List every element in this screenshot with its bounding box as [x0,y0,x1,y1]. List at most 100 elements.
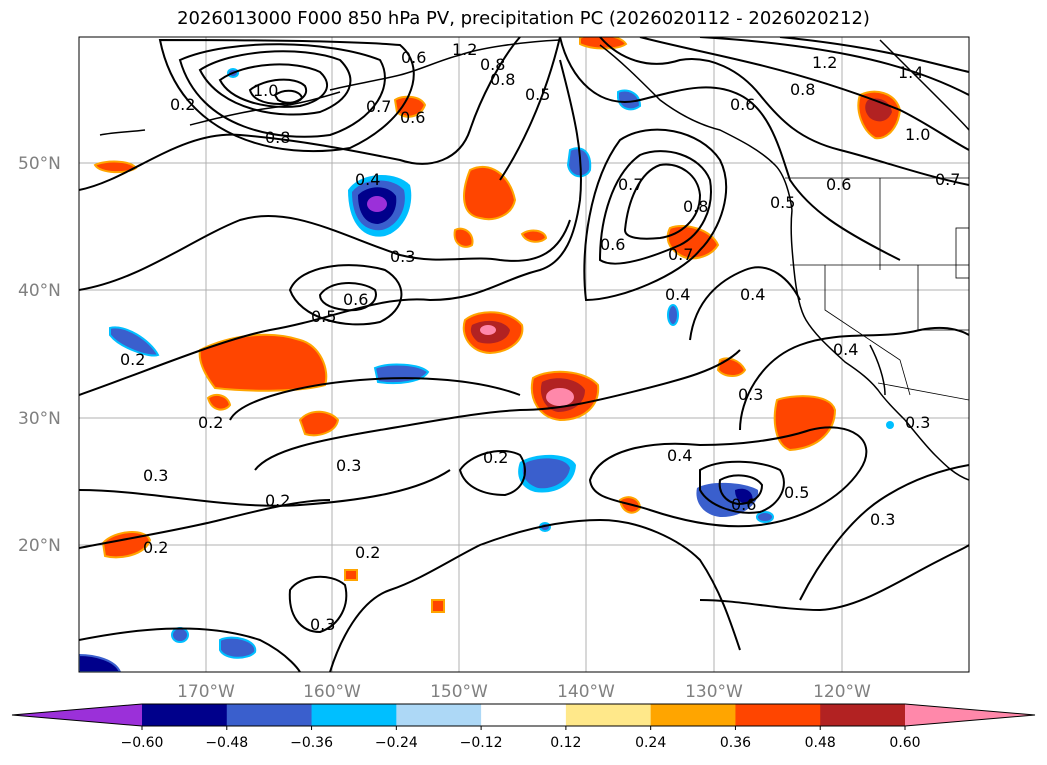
colorbar-extend-min [12,704,142,726]
colorbar-segment [142,704,228,726]
colorbar-tick-label: 0.12 [550,735,581,751]
colorbar-tick-label: 0.24 [635,735,666,751]
longitude-labels: 170°W 160°W 150°W 140°W 130°W 120°W [177,682,871,702]
contour-label: 0.2 [198,413,223,432]
colorbar-tick-label: 0.36 [720,735,751,751]
colorbar-segment [481,704,567,726]
contour-label: 0.6 [826,175,851,194]
contour-label: 0.8 [265,128,290,147]
contour-label: 0.2 [265,491,290,510]
contour-label: 0.6 [400,108,425,127]
contour-label: 0.2 [143,538,168,557]
latitude-labels: 50°N 40°N 30°N 20°N [18,154,61,556]
lon-label: 130°W [685,682,743,702]
precip-positive-area [579,37,628,50]
contour-label: 0.6 [600,235,625,254]
gridlines [79,37,969,672]
precip-positive-area [546,388,574,406]
precip-positive-area [206,393,232,411]
state-borders [785,177,969,401]
contour-label: 0.5 [311,307,336,326]
precip-negative-area [79,653,122,672]
contour-label: 0.4 [667,446,692,465]
contour-label: 1.2 [812,53,837,72]
precip-positive-area [101,531,152,559]
contour-label: 0.4 [355,170,380,189]
colorbar-tick-label: −0.60 [121,735,164,751]
contour-label: 0.5 [770,193,795,212]
contour-label: 0.5 [784,483,809,502]
precip-negative-area [109,326,160,357]
lon-label: 170°W [177,682,235,702]
contour-label: 0.3 [870,510,895,529]
colorbar-segment [735,704,821,726]
precip-negative-area [735,488,753,504]
lat-label: 20°N [18,536,61,556]
colorbar-segment [820,704,906,726]
colorbar-segment [226,704,313,726]
precip-positive-area [453,227,474,248]
precip-negative-area [367,196,387,212]
contour-labels: 1.2 1.4 1.0 0.8 0.2 0.5 0.6 0.7 0.8 1.0 … [120,40,960,634]
contour-label: 1.4 [898,63,923,82]
colorbar-segment [565,704,652,726]
lon-label: 140°W [557,682,615,702]
precip-positive-area [463,165,517,220]
contour-label: 0.4 [833,340,858,359]
contour-label: 0.8 [790,80,815,99]
colorbar-segment [311,704,397,726]
contour-label: 0.4 [665,285,690,304]
contour-label: 1.2 [452,40,477,59]
colorbar-extend-max [905,704,1035,726]
contour-label: 0.6 [731,495,756,514]
contour-label: 0.8 [480,55,505,74]
contour-label: 0.3 [336,456,361,475]
precip-negative-area [756,511,774,523]
contour-label: 0.3 [310,615,335,634]
precip-positive-area [480,325,496,335]
contour-label: 0.8 [683,197,708,216]
map-frame [78,36,970,673]
lon-label: 160°W [303,682,361,702]
lat-label: 50°N [18,154,61,174]
contour-label: 0.3 [738,385,763,404]
contour-label: 0.7 [366,97,391,116]
precip-negative-area [617,89,642,111]
colorbar-tick-label: −0.48 [205,735,248,751]
lat-label: 40°N [18,281,61,301]
lon-label: 120°W [813,682,871,702]
contour-label: 0.6 [401,48,426,67]
colorbar-tick-label: −0.24 [375,735,418,751]
precip-positive-area [431,599,445,613]
precip-positive-area [393,95,427,118]
colorbar: −0.60 −0.48 −0.36 −0.24 −0.12 0.12 0.24 0.36 0.4… [11,703,1036,751]
contour-label: 0.8 [490,70,515,89]
map-title: 2026013000 F000 850 hPa PV, precipitatio… [177,8,870,29]
precip-negative-area [886,421,894,429]
contour-label: 0.4 [740,285,765,304]
contour-label: 0.7 [935,170,960,189]
colorbar-segment [396,704,482,726]
precip-negative-area [522,458,570,489]
colorbar-tick-label: 0.48 [805,735,836,751]
contour-label: 0.2 [120,350,145,369]
precip-negative-area [171,627,189,643]
contour-label: 0.2 [170,95,195,114]
colorbar-segment [650,704,736,726]
contour-label: 0.2 [483,448,508,467]
colorbar-tick-label: 0.60 [889,735,920,751]
lat-label: 30°N [18,409,61,429]
precip-positive-area [298,410,340,437]
colorbar-tick-label: −0.12 [460,735,503,751]
contour-label: 1.0 [253,81,278,100]
contour-label: 1.0 [905,125,930,144]
precip-negative-area [219,636,257,659]
contour-label: 0.6 [730,95,755,114]
precip-positive-area [520,229,548,243]
contour-label: 0.7 [668,245,693,264]
precip-negative-area [667,304,679,326]
colorbar-tick-label: −0.36 [290,735,333,751]
contour-label: 0.7 [618,175,643,194]
lon-label: 150°W [430,682,488,702]
contour-label: 0.3 [390,247,415,266]
